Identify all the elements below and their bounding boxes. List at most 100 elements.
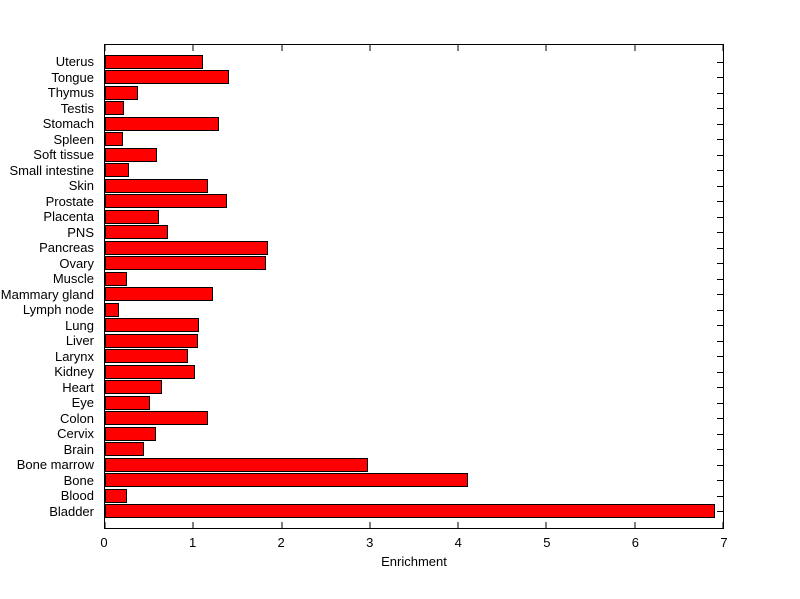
y-tick-label: Mammary gland [0, 286, 94, 302]
bar-row [105, 302, 723, 318]
y-tick-mark [717, 77, 723, 79]
bar-spleen [105, 132, 123, 147]
bar-lung [105, 318, 200, 333]
bar-bone [105, 473, 468, 488]
y-tick-mark [717, 449, 723, 451]
y-tick-mark [717, 418, 723, 420]
bar-stomach [105, 116, 219, 131]
plot-area [104, 44, 724, 529]
y-tick-mark [717, 232, 723, 234]
bar-skin [105, 178, 209, 193]
y-tick-label: PNS [67, 224, 94, 240]
y-tick-label: Bone marrow [16, 457, 94, 473]
x-axis-label: Enrichment [381, 554, 447, 569]
y-tick-label: Tongue [51, 69, 94, 85]
y-tick-mark [717, 340, 723, 342]
bar-row [105, 349, 723, 365]
y-tick-label: Bladder [49, 503, 94, 519]
y-tick-mark [717, 247, 723, 249]
bar-row [105, 333, 723, 349]
y-tick-label: Muscle [52, 271, 94, 287]
bar-blood [105, 488, 128, 503]
y-tick-mark [717, 263, 723, 265]
y-tick-mark [717, 92, 723, 94]
x-tick-mark [722, 522, 724, 528]
bar-row [105, 318, 723, 334]
bar-brain [105, 442, 144, 457]
x-tick-label: 2 [277, 535, 285, 550]
y-tick-label: Brain [63, 441, 94, 457]
bar-row [105, 442, 723, 458]
bar-row [105, 380, 723, 396]
y-tick-label: Soft tissue [33, 147, 94, 163]
y-tick-mark [717, 356, 723, 358]
bar-row [105, 395, 723, 411]
x-tick-mark [634, 45, 636, 51]
y-tick-label: Spleen [53, 131, 94, 147]
bar-row [105, 457, 723, 473]
y-tick-label: Small intestine [9, 162, 94, 178]
y-tick-label: Colon [60, 410, 94, 426]
x-tick-label: 1 [188, 535, 197, 550]
x-tick-mark [192, 522, 194, 528]
bar-row [105, 147, 723, 163]
bar-soft-tissue [105, 147, 158, 162]
y-tick-mark [717, 278, 723, 280]
bar-heart [105, 380, 163, 395]
x-tick-mark [369, 45, 371, 51]
bar-tongue [105, 70, 230, 85]
y-tick-label: Thymus [47, 85, 94, 101]
x-tick-mark [369, 522, 371, 528]
y-tick-mark [717, 201, 723, 203]
bar-row [105, 364, 723, 380]
y-tick-label: Testis [60, 100, 94, 116]
bar-row [105, 488, 723, 504]
bar-bone-marrow [105, 457, 369, 472]
bar-placenta [105, 209, 159, 224]
y-tick-mark [717, 154, 723, 156]
y-tick-mark [717, 123, 723, 125]
y-tick-label: Cervix [57, 426, 94, 442]
y-tick-mark [717, 402, 723, 404]
y-tick-label: Kidney [54, 364, 94, 380]
bar-mammary-gland [105, 287, 213, 302]
y-tick-mark [717, 294, 723, 296]
bar-liver [105, 333, 198, 348]
bar-row [105, 54, 723, 70]
x-tick-label: 4 [454, 535, 462, 550]
y-tick-mark [717, 139, 723, 141]
x-tick-mark [545, 45, 547, 51]
bar-pns [105, 225, 168, 240]
bar-row [105, 411, 723, 427]
bar-row [105, 194, 723, 210]
y-tick-mark [717, 61, 723, 63]
y-tick-mark [717, 371, 723, 373]
y-tick-label: Placenta [43, 209, 94, 225]
x-tick-label: 7 [720, 535, 728, 550]
y-tick-label: Lymph node [22, 302, 94, 318]
bar-row [105, 163, 723, 179]
y-tick-mark [717, 309, 723, 311]
bar-ovary [105, 256, 266, 271]
y-tick-label: Prostate [45, 193, 94, 209]
bar-row [105, 504, 723, 520]
y-tick-mark [717, 216, 723, 218]
x-tick-mark [281, 45, 283, 51]
bar-colon [105, 411, 209, 426]
y-tick-label: Lung [65, 317, 94, 333]
y-tick-label: Skin [68, 178, 94, 194]
y-tick-mark [717, 495, 723, 497]
x-tick-mark [192, 45, 194, 51]
bar-row [105, 287, 723, 303]
x-tick-mark [281, 522, 283, 528]
y-tick-label: Larynx [54, 348, 94, 364]
x-tick-label: 3 [366, 535, 374, 550]
x-tick-mark [104, 45, 106, 51]
y-tick-label: Bone [63, 472, 94, 488]
x-tick-mark [545, 522, 547, 528]
bar-lymph-node [105, 302, 120, 317]
bar-row [105, 209, 723, 225]
y-tick-label: Stomach [42, 116, 94, 132]
bar-kidney [105, 364, 196, 379]
